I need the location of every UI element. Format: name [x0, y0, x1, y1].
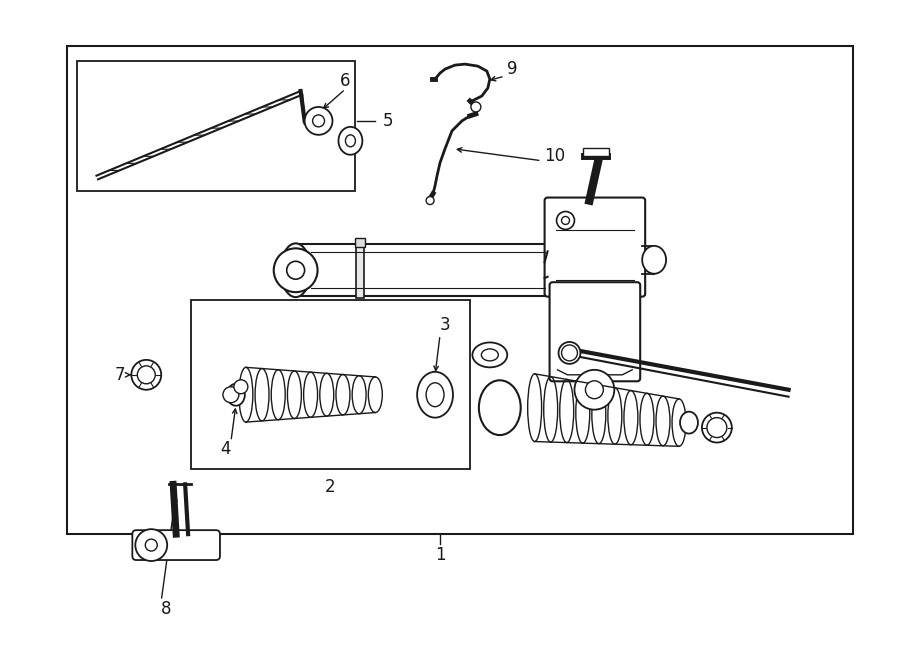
Text: 3: 3	[440, 316, 450, 334]
Ellipse shape	[131, 360, 161, 390]
Circle shape	[706, 418, 727, 438]
Ellipse shape	[702, 412, 732, 442]
Text: 6: 6	[340, 72, 351, 90]
Text: 7: 7	[114, 366, 124, 384]
Ellipse shape	[426, 383, 444, 407]
Circle shape	[135, 529, 167, 561]
Text: 8: 8	[161, 600, 171, 618]
Circle shape	[556, 212, 574, 229]
Circle shape	[138, 366, 155, 384]
Ellipse shape	[472, 342, 508, 368]
Ellipse shape	[559, 342, 580, 364]
Ellipse shape	[417, 372, 453, 418]
Text: 4: 4	[220, 440, 231, 459]
FancyBboxPatch shape	[550, 282, 640, 381]
Ellipse shape	[338, 127, 363, 155]
Ellipse shape	[643, 246, 666, 274]
Circle shape	[145, 539, 158, 551]
Ellipse shape	[482, 349, 499, 361]
Bar	[76, 61, 356, 190]
Bar	[67, 46, 853, 534]
Circle shape	[585, 381, 603, 399]
Circle shape	[274, 249, 318, 292]
Bar	[583, 148, 609, 156]
Ellipse shape	[680, 412, 698, 434]
Ellipse shape	[479, 380, 521, 435]
Ellipse shape	[281, 243, 310, 297]
Circle shape	[287, 261, 304, 279]
Circle shape	[223, 387, 238, 403]
FancyBboxPatch shape	[544, 198, 645, 297]
Ellipse shape	[346, 135, 356, 147]
Circle shape	[562, 217, 570, 225]
Ellipse shape	[227, 384, 245, 406]
Ellipse shape	[304, 107, 332, 135]
Bar	[296, 245, 544, 296]
Text: 9: 9	[508, 60, 518, 78]
Circle shape	[562, 345, 578, 361]
Text: 10: 10	[544, 147, 566, 165]
Circle shape	[471, 102, 481, 112]
Text: 5: 5	[382, 112, 392, 130]
Ellipse shape	[312, 115, 325, 127]
Bar	[356, 239, 365, 247]
Text: 1: 1	[435, 546, 446, 564]
Text: 2: 2	[325, 479, 336, 496]
FancyBboxPatch shape	[132, 530, 220, 560]
Circle shape	[574, 370, 615, 410]
Circle shape	[426, 196, 434, 204]
Circle shape	[234, 380, 248, 394]
Bar	[356, 243, 365, 298]
Bar	[191, 300, 470, 469]
